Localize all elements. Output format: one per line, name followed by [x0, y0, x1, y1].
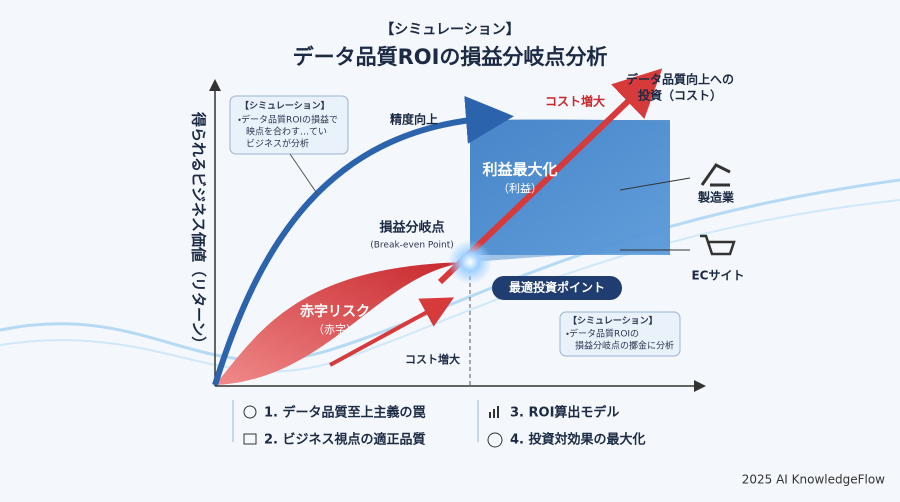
cost-label: コスト増大 — [545, 94, 605, 109]
legend-item: 2. ビジネス視点の適正品質 — [264, 432, 426, 448]
wave — [0, 178, 900, 362]
callout-line: 映点を合わす…てい — [246, 126, 327, 138]
callout-title: 【シミュレーション】 — [240, 101, 330, 112]
legend-icon — [243, 433, 257, 445]
cart-icon — [700, 234, 736, 256]
callout-line: ビジネスが分析 — [246, 138, 309, 150]
callout-title: 【シミュレーション】 — [568, 316, 658, 327]
return-curve — [212, 95, 514, 386]
industry-label: 製造業 — [697, 190, 735, 205]
legend-icon — [243, 405, 257, 419]
callout-line: ・データ品質ROIの — [566, 328, 639, 340]
y-axis-label: 得られるビジネス価値（リターン） — [190, 111, 208, 351]
loss-area — [215, 262, 470, 385]
callout-line: 損益分岐点の擲金に分析 — [575, 340, 674, 352]
optimal-badge — [492, 276, 622, 300]
profit-label: 利益最大化 — [482, 161, 557, 179]
legend-item: 4. 投資対効果の最大化 — [510, 432, 646, 448]
accuracy-label: 精度向上 — [390, 112, 438, 127]
factory-icon — [700, 163, 731, 187]
footer: 2025 AI KnowledgeFlow — [742, 473, 885, 487]
investment-label: 投資（コスト） — [638, 88, 722, 103]
legend-item: 1. データ品質至上主義の罠 — [264, 405, 426, 421]
callout-line: ・データ品質ROIの損益で — [238, 114, 338, 126]
subtitle: 【シミュレーション】 — [380, 22, 519, 38]
title: データ品質ROIの損益分岐点分析 — [293, 45, 608, 69]
loss-label: （赤字） — [313, 323, 357, 336]
optimal-label: 最適投資ポイント — [509, 280, 605, 295]
industry-label: ECサイト — [691, 269, 744, 283]
wave — [0, 199, 900, 373]
break-even-point — [448, 240, 492, 284]
legend-icon — [489, 406, 499, 418]
break-even-label: (Break-even Point) — [370, 241, 454, 251]
callout — [559, 311, 681, 357]
callout — [229, 95, 349, 155]
legend-icon — [487, 432, 503, 448]
profit-label: （利益） — [498, 181, 542, 195]
investment-label: データ品質向上への — [626, 72, 734, 87]
connector — [289, 153, 319, 196]
loss-label: 赤字リスク — [299, 303, 370, 320]
cost-arrow-small — [329, 297, 455, 367]
break-even-label: 損益分岐点 — [379, 220, 444, 236]
profit-shade — [470, 119, 670, 262]
legend-item: 3. ROI算出モデル — [510, 405, 619, 421]
cost-label: コスト増大 — [405, 352, 460, 366]
connector — [619, 177, 691, 191]
